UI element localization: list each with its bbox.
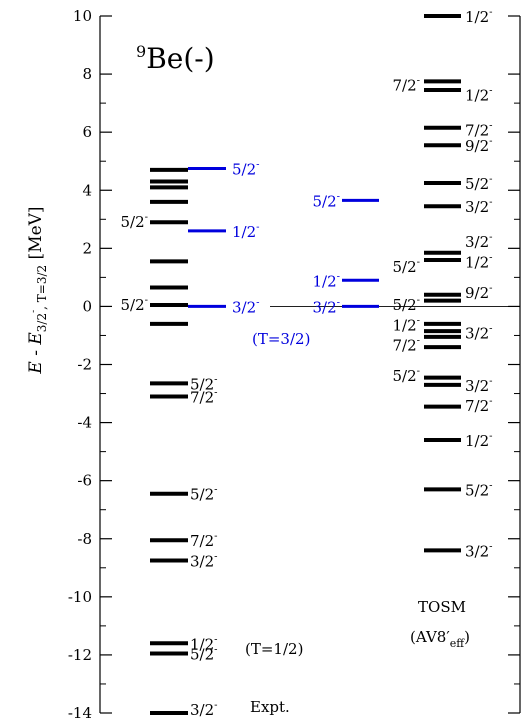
label-tosm-right: 1/2- xyxy=(465,7,493,26)
y-tick-label: -6 xyxy=(77,472,92,490)
label-expt: 3/2- xyxy=(190,552,218,571)
label-tosm-left: 1/2- xyxy=(392,315,420,334)
label-expt: 5/2- xyxy=(190,644,218,663)
label-expt: 3/2- xyxy=(190,700,218,719)
y-tick-label: 2 xyxy=(82,239,92,257)
label-expt: 5/2- xyxy=(120,295,148,314)
column-label-tosm-t32: (T=3/2) xyxy=(252,330,310,348)
label-tosm-right: 5/2- xyxy=(465,174,493,193)
y-tick-label: -12 xyxy=(68,646,92,664)
column-notes: Expt. (T=1/2) (T=3/2) TOSM (AV8′eff) xyxy=(245,330,470,716)
label-tosm-left: 7/2- xyxy=(392,336,420,355)
label-tosm-right: 9/2- xyxy=(465,283,493,302)
label-tosm-left: 5/2- xyxy=(392,295,420,314)
column-label-expt-isospin: (T=1/2) xyxy=(245,640,303,658)
column-label-tosm: TOSM xyxy=(418,598,466,616)
label-tosm-right: 3/2- xyxy=(465,541,493,560)
label-expt-t32: 5/2- xyxy=(232,159,260,178)
label-tosm-right: 3/2- xyxy=(465,232,493,251)
label-tosm-right: 1/2- xyxy=(465,252,493,271)
label-tosm-right: 5/2- xyxy=(465,480,493,499)
label-expt: 5/2- xyxy=(120,212,148,231)
y-tick-label: 10 xyxy=(73,7,92,25)
chart-title: 9Be(-) xyxy=(136,42,215,75)
label-expt-t32: 1/2- xyxy=(232,222,260,241)
label-tosm-right: 7/2- xyxy=(465,120,493,139)
energy-levels xyxy=(150,14,461,715)
y-tick-label: -8 xyxy=(77,530,92,548)
label-tosm-right: 1/2- xyxy=(465,431,493,450)
y-tick-label: 4 xyxy=(82,181,92,199)
y-tick-label: -2 xyxy=(77,356,92,374)
label-tosm-left: 5/2- xyxy=(392,257,420,276)
column-label-tosm-interaction: (AV8′eff) xyxy=(410,628,470,650)
y-axis-label: E - E3/2-, T=3/2 [MeV] xyxy=(26,206,49,374)
label-tosm-t32: 3/2- xyxy=(312,297,340,316)
y-tick-label: 0 xyxy=(82,297,92,315)
label-tosm-right: 3/2- xyxy=(465,324,493,343)
column-label-expt: Expt. xyxy=(250,698,290,716)
label-tosm-t32: 1/2- xyxy=(312,271,340,290)
label-tosm-right: 3/2- xyxy=(465,376,493,395)
label-tosm-left: 7/2- xyxy=(392,76,420,95)
label-expt: 7/2- xyxy=(190,387,218,406)
label-tosm-t32: 5/2- xyxy=(312,191,340,210)
label-tosm-right: 7/2- xyxy=(465,396,493,415)
label-tosm-right: 9/2- xyxy=(465,136,493,155)
spin-parity-labels: 5/2-5/2-5/2-7/2-5/2-7/2-3/2-1/2-5/2-3/2-… xyxy=(120,7,492,719)
y-axis-ticks: 10 8 6 4 2 0 -2 -4 -6 -8 -10 -12 -14 xyxy=(68,7,520,722)
y-tick-label: -14 xyxy=(68,704,92,722)
label-expt: 1/2- xyxy=(190,634,218,653)
y-tick-label: 8 xyxy=(82,65,92,83)
label-tosm-right: 1/2- xyxy=(465,85,493,104)
y-tick-label: 6 xyxy=(82,123,92,141)
y-tick-label: -10 xyxy=(68,588,92,606)
label-expt: 5/2- xyxy=(190,374,218,393)
y-tick-label: -4 xyxy=(77,414,92,432)
label-tosm-left: 5/2- xyxy=(392,366,420,385)
label-expt: 5/2- xyxy=(190,485,218,504)
label-expt: 7/2- xyxy=(190,531,218,550)
label-tosm-right: 3/2- xyxy=(465,197,493,216)
label-expt-t32: 3/2- xyxy=(232,297,260,316)
